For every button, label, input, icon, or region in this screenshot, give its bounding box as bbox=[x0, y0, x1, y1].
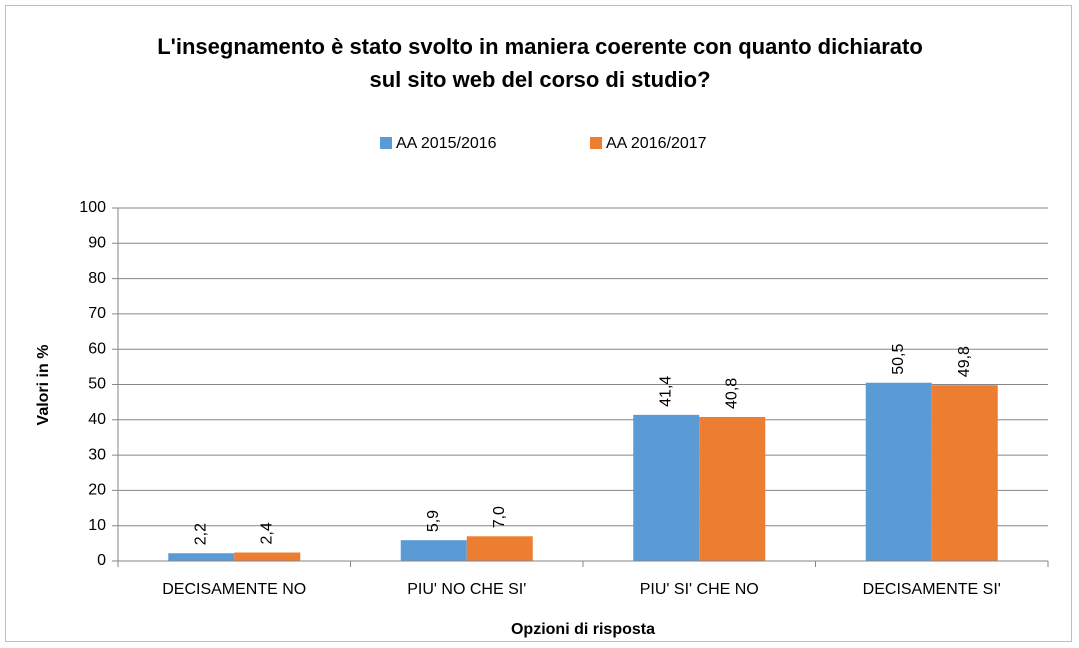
data-label: 2,4 bbox=[258, 522, 275, 544]
y-tick-label: 20 bbox=[88, 482, 106, 499]
bar bbox=[400, 540, 467, 561]
y-tick-label: 10 bbox=[88, 517, 106, 534]
data-label: 49,8 bbox=[956, 346, 973, 377]
y-tick-label: 80 bbox=[88, 270, 106, 287]
legend-swatch bbox=[590, 137, 602, 149]
x-tick-label: PIU' NO CHE SI' bbox=[407, 581, 526, 598]
bar bbox=[234, 552, 301, 561]
bar bbox=[931, 385, 998, 561]
data-label: 50,5 bbox=[890, 343, 907, 374]
x-tick-label: PIU' SI' CHE NO bbox=[640, 581, 759, 598]
bar bbox=[466, 536, 533, 561]
y-tick-label: 30 bbox=[88, 446, 106, 463]
legend-label: AA 2015/2016 bbox=[396, 135, 497, 152]
data-label: 5,9 bbox=[425, 510, 442, 532]
x-tick-label: DECISAMENTE NO bbox=[162, 581, 306, 598]
legend-label: AA 2016/2017 bbox=[606, 135, 707, 152]
data-label: 2,2 bbox=[192, 523, 209, 545]
y-tick-label: 50 bbox=[88, 376, 106, 393]
y-tick-label: 40 bbox=[88, 411, 106, 428]
y-tick-label: 90 bbox=[88, 235, 106, 252]
y-axis-title: Valori in % bbox=[35, 345, 52, 426]
y-tick-label: 70 bbox=[88, 305, 106, 322]
bar bbox=[865, 382, 932, 561]
bar bbox=[699, 416, 766, 561]
legend-swatch bbox=[380, 137, 392, 149]
data-label: 41,4 bbox=[657, 376, 674, 407]
data-label: 7,0 bbox=[491, 506, 508, 528]
y-tick-label: 60 bbox=[88, 340, 106, 357]
y-tick-label: 0 bbox=[97, 552, 106, 569]
y-tick-label: 100 bbox=[79, 199, 106, 216]
x-tick-label: DECISAMENTE SI' bbox=[863, 581, 1001, 598]
bar bbox=[633, 414, 700, 561]
bar bbox=[168, 553, 235, 561]
data-label: 40,8 bbox=[723, 378, 740, 409]
x-axis-title: Opzioni di risposta bbox=[511, 621, 655, 638]
chart-title: L'insegnamento è stato svolto in maniera… bbox=[157, 34, 923, 92]
